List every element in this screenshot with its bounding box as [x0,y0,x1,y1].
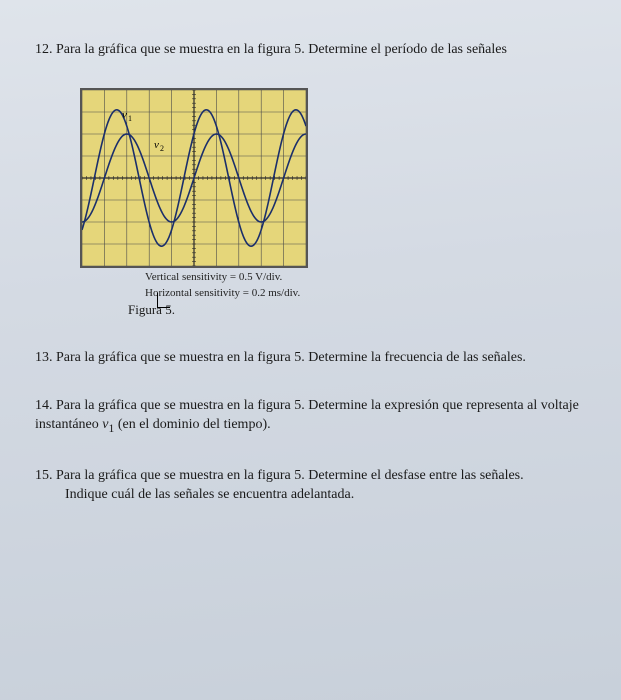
q12-text: Para la gráfica que se muestra en la fig… [56,42,507,57]
figure-5-wrapper: v1v2 Vertical sensitivity = 0.5 V/div. H… [80,88,586,319]
question-14: 14. Para la gráfica que se muestra en la… [35,396,586,438]
svg-text:v: v [122,109,127,121]
q15-number: 15. [35,468,53,483]
svg-text:v: v [154,139,159,151]
oscilloscope-svg: v1v2 [82,90,306,266]
q12-number: 12. [35,42,53,57]
q13-number: 13. [35,350,53,365]
q13-text: Para la gráfica que se muestra en la fig… [56,350,526,365]
q14-tail: (en el dominio del tiempo). [114,417,270,432]
question-12: 12. Para la gráfica que se muestra en la… [35,40,586,60]
question-15: 15. Para la gráfica que se muestra en la… [35,466,586,505]
horizontal-sensitivity: Horizontal sensitivity = 0.2 ms/div. [145,286,586,300]
oscilloscope-screen: v1v2 [80,88,308,268]
svg-text:1: 1 [128,114,132,123]
q15-subtext: Indique cuál de las señales se encuentra… [65,485,586,505]
figure-label: Figura 5. [128,302,586,318]
q15-text: Para la gráfica que se muestra en la fig… [56,468,524,483]
svg-text:2: 2 [160,144,164,153]
vertical-sensitivity: Vertical sensitivity = 0.5 V/div. [145,270,586,284]
horiz-caption-text: Horizontal sensitivity = 0.2 ms/div. [145,286,300,300]
q14-number: 14. [35,398,53,413]
question-13: 13. Para la gráfica que se muestra en la… [35,348,586,368]
